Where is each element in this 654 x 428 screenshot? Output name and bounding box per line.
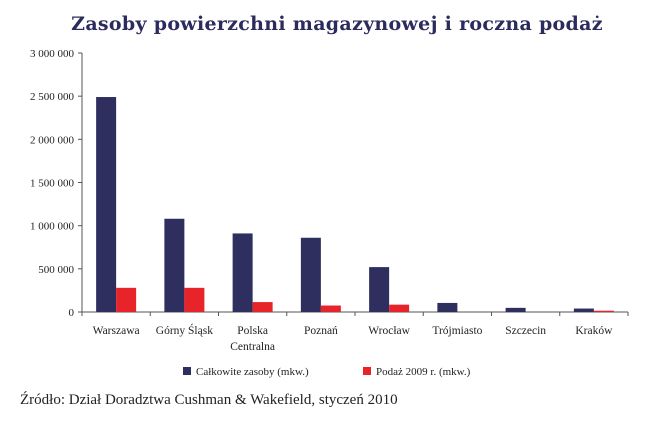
y-tick-label: 1 000 000 [30,221,75,233]
category-label: Warszawa [93,325,140,337]
bar-supply [593,310,614,312]
category-label: Polska [237,325,268,337]
legend-label: Podaż 2009 r. (mkw.) [376,366,471,378]
y-tick-label: 0 [69,307,75,319]
bar-total [369,267,390,312]
bar-total [437,302,458,312]
source-note: Źródło: Dział Doradztwa Cushman & Wakefi… [20,392,398,408]
bar-supply [320,305,341,312]
axes: 0 500 000 1 000 000 1 500 000 2 000 000 2 500… [30,48,629,319]
category-label: Kraków [575,325,613,337]
bar-supply [252,302,273,312]
legend-swatch [183,367,191,375]
y-tick-label: 2 000 000 [30,134,75,146]
legend-label: Całkowite zasoby (mkw.) [196,366,309,378]
category-label: Górny Śląsk [156,323,213,337]
bars [96,97,614,312]
bar-total [232,233,253,312]
category-label: Poznań [304,325,338,337]
y-tick-label: 3 000 000 [30,48,75,60]
chart: Zasoby powierzchni magazynowej i roczna … [30,13,629,378]
bar-total [300,237,321,312]
bar-supply [184,287,205,312]
y-tick-label: 2 500 000 [30,91,75,103]
category-label: Szczecin [505,325,546,337]
bar-total [505,307,526,312]
chart-title: Zasoby powierzchni magazynowej i roczna … [71,13,603,35]
bar-total [96,97,117,312]
y-tick-label: 500 000 [38,264,74,276]
legend: Całkowite zasoby (mkw.) Podaż 2009 r. (mk… [183,366,471,378]
category-label: Centralna [230,341,275,353]
bar-supply [116,287,137,312]
category-labels: Warszawa Górny Śląsk Polska Centralna Poznań… [93,323,613,353]
bar-total [573,308,594,312]
category-label: Trójmiasto [432,325,482,337]
legend-swatch [363,367,371,375]
y-tick-label: 1 500 000 [30,178,75,190]
bar-supply [389,304,410,312]
category-label: Wrocław [368,325,410,337]
bar-total [164,218,185,312]
